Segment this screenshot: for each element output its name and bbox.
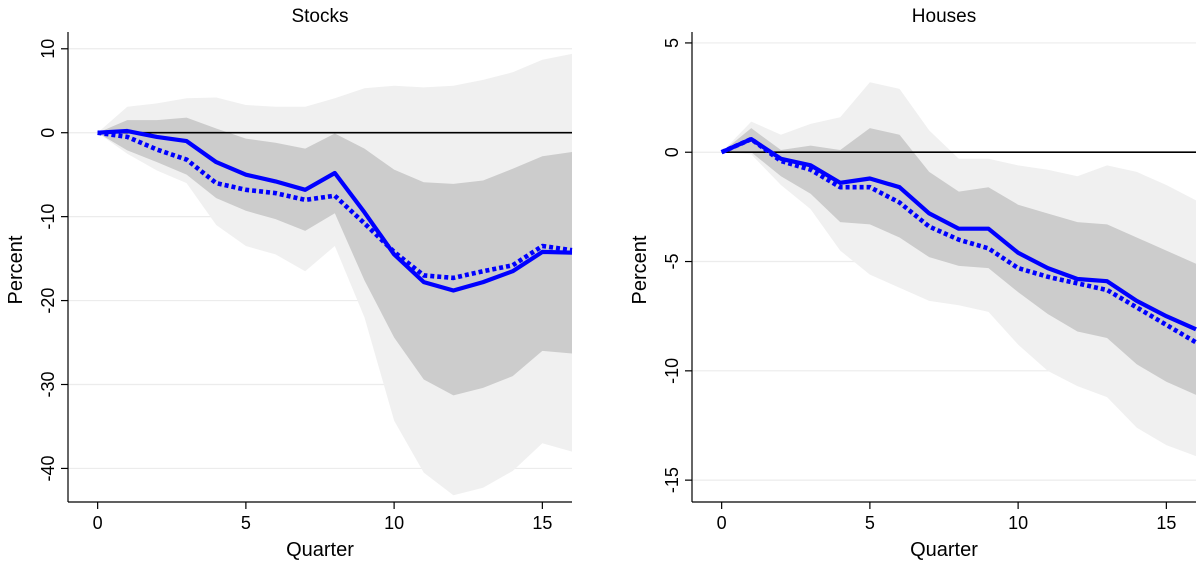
x-axis-label: Quarter [286, 539, 354, 561]
y-tick-label: -5 [662, 254, 682, 270]
y-tick-label: -15 [662, 467, 682, 493]
x-tick-label: 10 [1008, 513, 1028, 533]
y-tick-label: 5 [662, 38, 682, 48]
x-tick-label: 5 [241, 513, 251, 533]
y-tick-label: -10 [38, 204, 58, 230]
confidence-band-2 [721, 128, 1196, 395]
y-axis-label: Percent [629, 235, 651, 304]
x-tick-label: 0 [717, 513, 727, 533]
y-tick-label: -30 [38, 371, 58, 397]
x-tick-label: 15 [532, 513, 552, 533]
confidence-band-2 [97, 117, 572, 396]
y-tick-label: 0 [38, 128, 58, 138]
x-tick-label: 15 [1156, 513, 1176, 533]
chart-title: Stocks [291, 6, 348, 27]
x-tick-label: 5 [865, 513, 875, 533]
y-tick-label: -40 [38, 455, 58, 481]
y-tick-label: -20 [38, 288, 58, 314]
x-tick-label: 10 [384, 513, 404, 533]
y-tick-label: 0 [662, 147, 682, 157]
x-tick-label: 0 [93, 513, 103, 533]
y-axis-label: Percent [5, 235, 27, 304]
chart-panel-1: 0 5 10 15 10 0 -10 -20 -30 -40 Stocks Quarter Percen… [5, 6, 573, 561]
y-tick-label: -10 [662, 358, 682, 384]
series-line-dotted [97, 130, 573, 281]
chart-title: Houses [912, 6, 976, 27]
y-tick-label: 10 [38, 39, 58, 59]
x-axis-label: Quarter [910, 539, 978, 561]
chart-panel-2: 0 5 10 15 5 0 -5 -10 -15 Houses Quarter Percent [629, 6, 1198, 561]
